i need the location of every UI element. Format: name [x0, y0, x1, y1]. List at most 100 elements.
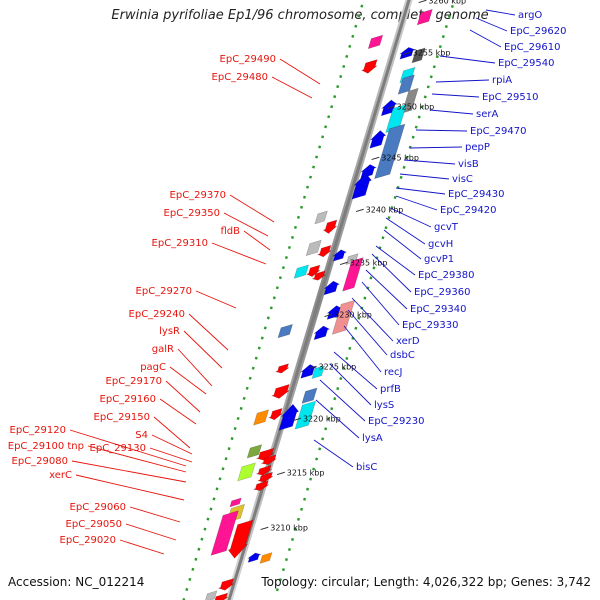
leader-right [371, 253, 412, 293]
gene-plus-18 [313, 325, 331, 341]
leader-left [159, 398, 197, 425]
gene-label-right: EpC_29360 [414, 287, 470, 298]
gene-label-left: EpC_29120 [10, 425, 66, 436]
gene-label-right: EpC_29470 [470, 126, 526, 137]
gene-label-right: EpC_29620 [510, 26, 566, 37]
gene-minus-14 [268, 407, 283, 421]
leader-left [243, 230, 271, 251]
gene-label-right: EpC_29230 [368, 416, 424, 427]
leader-right [403, 159, 456, 165]
gene-label-left: xerC [49, 470, 72, 481]
tick-mark [355, 208, 364, 213]
gene-minus-15 [246, 444, 263, 459]
gene-label-right: pepP [465, 142, 490, 153]
gene-minus-24 [210, 510, 239, 556]
gene-minus-13 [253, 409, 270, 426]
leader-left [129, 506, 181, 523]
leader-right [415, 129, 468, 132]
leader-right [313, 439, 354, 468]
tick-label: 3245 kbp [381, 153, 419, 162]
tick-mark [293, 417, 302, 422]
gene-label-left: EpC_29170 [106, 376, 162, 387]
leader-right [347, 309, 388, 356]
tick-label: 3260 kbp [428, 0, 466, 5]
map-title: Erwinia pyrifoliae Ep1/96 chromosome, co… [111, 8, 489, 23]
gene-label-left: EpC_29240 [129, 309, 185, 320]
tick-label: 3225 kbp [319, 362, 357, 371]
leader-lines-layer [69, 9, 516, 555]
leader-right [439, 55, 496, 64]
gene-minus-17 [261, 454, 277, 465]
ticks-layer: 3260 kbp 3255 kbp 3250 kbp 3245 kbp 3240 kbp… [260, 0, 466, 532]
tick-mark [260, 526, 269, 531]
gene-label-right: serA [476, 109, 498, 120]
leader-left [165, 380, 201, 413]
leader-right [485, 9, 516, 16]
gene-label-right: EpC_29340 [410, 304, 466, 315]
leader-left [195, 290, 237, 309]
gene-minus-9 [311, 270, 326, 281]
tick-label: 3255 kbp [413, 48, 451, 57]
gene-plus-24 [294, 400, 317, 430]
leader-left [279, 58, 321, 85]
gc-track-inner [182, 4, 364, 600]
leader-left [169, 366, 207, 395]
leader-left [183, 330, 223, 369]
leader-right [385, 217, 426, 245]
gene-label-left: EpC_29350 [164, 208, 220, 219]
gene-label-left: EpC_29050 [66, 519, 122, 530]
gene-label-right: EpC_29330 [402, 320, 458, 331]
gene-minus-19 [256, 464, 272, 476]
tick-mark [276, 471, 285, 476]
leader-right [475, 17, 508, 32]
gene-label-left: S4 [135, 430, 148, 441]
gene-label-right: prfB [380, 384, 401, 395]
gene-plus-23 [278, 403, 300, 431]
gene-minus-11 [274, 363, 290, 374]
gene-label-right: gcvT [434, 222, 459, 233]
gene-minus-16 [255, 447, 275, 461]
gene-label-left: EpC_29160 [100, 394, 156, 405]
gene-label-right: gcvH [428, 239, 453, 250]
tick-label: 3235 kbp [350, 258, 388, 267]
gene-label-left: fldB [220, 226, 240, 237]
gene-minus-20 [257, 471, 274, 483]
leader-right [469, 29, 502, 48]
gene-minus-12 [271, 383, 290, 399]
leader-right [395, 187, 446, 195]
gene-plus-26 [259, 552, 273, 564]
gene-minus-10 [277, 323, 293, 339]
tick-label: 3250 kbp [397, 102, 435, 111]
tick-mark [339, 261, 348, 266]
gene-label-left: EpC_29060 [70, 502, 126, 513]
gene-minus-27 [205, 590, 218, 600]
leader-right [395, 195, 438, 211]
leader-right [351, 297, 394, 342]
gene-label-right: lysS [374, 400, 394, 411]
tick-label: 3215 kbp [287, 468, 325, 477]
gene-label-left: EpC_29080 [12, 456, 68, 467]
gene-minus-2 [360, 59, 378, 74]
gene-label-right: bisC [356, 462, 377, 473]
gene-minus-3 [314, 210, 328, 225]
gene-label-right: argO [518, 10, 542, 21]
gene-label-right: visB [458, 159, 479, 170]
leader-left [71, 460, 187, 483]
gene-label-right: EpC_29510 [482, 92, 538, 103]
leader-left [188, 313, 229, 351]
gene-label-right: dsbC [390, 350, 415, 361]
gene-label-right: EpC_29610 [504, 42, 560, 53]
leader-left [75, 474, 185, 501]
gene-label-left: lysR [159, 326, 180, 337]
gene-label-right: gcvP1 [424, 254, 454, 265]
gene-plus-13 [332, 249, 348, 262]
leader-right [329, 363, 372, 406]
leader-right [389, 207, 432, 228]
tracks-layer [182, 0, 456, 600]
gene-minus-1 [367, 34, 384, 50]
gene-plus-7 [401, 87, 419, 114]
leader-left [271, 76, 313, 99]
tick-label: 3230 kbp [334, 310, 372, 319]
leader-left [119, 539, 165, 555]
